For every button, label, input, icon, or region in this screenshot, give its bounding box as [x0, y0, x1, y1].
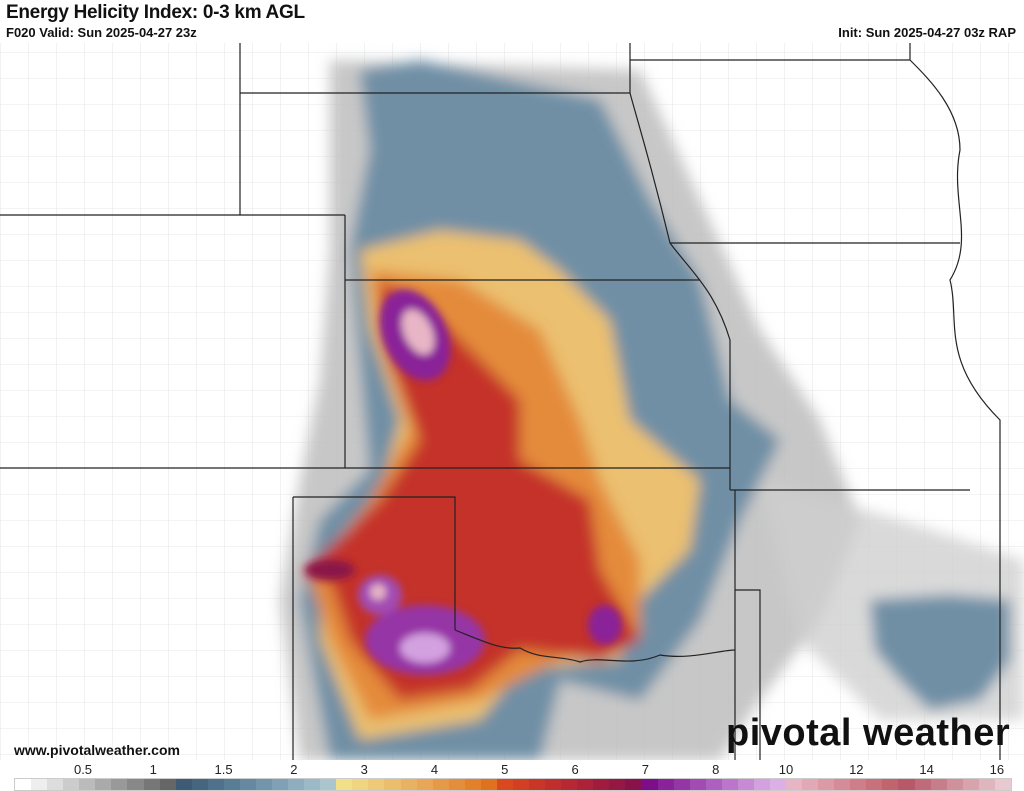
colorbar-swatch: [143, 779, 160, 790]
field-blue-east: [870, 595, 1010, 710]
colorbar-swatch: [673, 779, 690, 790]
colorbar-tick: 0.5: [73, 762, 93, 777]
colorbar-swatch: [898, 779, 915, 790]
valid-time: F020 Valid: Sun 2025-04-27 23z: [6, 25, 197, 40]
colorbar-swatch: [464, 779, 481, 790]
colorbar-swatch: [882, 779, 899, 790]
colorbar-swatch: [577, 779, 594, 790]
colorbar-swatch: [15, 779, 32, 790]
colorbar-swatch: [111, 779, 128, 790]
colorbar-swatch: [400, 779, 417, 790]
colorbar-swatch: [288, 779, 305, 790]
field-pink-w: [370, 584, 386, 600]
colorbar-swatch: [320, 779, 337, 790]
colorbar-swatch: [496, 779, 513, 790]
colorbar-swatch: [689, 779, 706, 790]
colorbar-swatch: [432, 779, 449, 790]
brand-logo: pivotal weather: [726, 712, 1011, 754]
colorbar-swatch: [63, 779, 80, 790]
field-purple-panhandle: [305, 560, 355, 580]
ehi-maxima: [305, 289, 622, 675]
colorbar-swatch: [255, 779, 272, 790]
colorbar-swatch: [384, 779, 401, 790]
colorbar-swatch: [994, 779, 1011, 790]
colorbar-swatch: [368, 779, 385, 790]
colorbar-tick: 1: [149, 762, 157, 777]
colorbar-swatch: [769, 779, 786, 790]
colorbar-swatch: [721, 779, 738, 790]
colorbar-labels: 0.5 1 1.5 2 3 4 5 6 7 8 10 12 14 16: [0, 760, 1024, 778]
colorbar-swatch: [239, 779, 256, 790]
site-url: www.pivotalweather.com: [14, 742, 180, 758]
colorbar-swatch: [529, 779, 546, 790]
map-title: Energy Helicity Index: 0-3 km AGL: [6, 2, 305, 23]
colorbar-swatch: [753, 779, 770, 790]
colorbar-swatch: [818, 779, 835, 790]
map-canvas[interactable]: [0, 43, 1024, 760]
colorbar-swatch: [834, 779, 851, 790]
colorbar-swatch: [930, 779, 947, 790]
colorbar-swatch: [914, 779, 931, 790]
colorbar-swatch: [657, 779, 674, 790]
colorbar-swatch: [866, 779, 883, 790]
field-pink-nw: [401, 309, 435, 355]
colorbar-tick: 4: [430, 762, 439, 777]
colorbar-tick: 10: [778, 762, 794, 777]
colorbar-tick: 12: [849, 762, 864, 777]
colorbar-swatch: [962, 779, 979, 790]
colorbar-swatch: [336, 779, 353, 790]
colorbar-swatch: [448, 779, 465, 790]
colorbar-swatch: [95, 779, 112, 790]
field-lilac-sw: [400, 633, 450, 663]
colorbar-tick: 8: [712, 762, 720, 777]
colorbar-swatch: [31, 779, 48, 790]
colorbar-swatch: [625, 779, 642, 790]
colorbar-swatch: [480, 779, 497, 790]
colorbar-swatch: [304, 779, 321, 790]
colorbar-swatch: [641, 779, 658, 790]
colorbar-swatch: [272, 779, 289, 790]
state-borders: [0, 43, 1001, 760]
colorbar-swatch: [978, 779, 995, 790]
colorbar-swatch: [191, 779, 208, 790]
colorbar-swatch: [159, 779, 176, 790]
colorbar-tick: 2: [290, 762, 298, 777]
colorbar-swatch: [207, 779, 224, 790]
colorbar-swatch: [850, 779, 867, 790]
colorbar-tick: 16: [989, 762, 1005, 777]
colorbar-swatch: [47, 779, 64, 790]
colorbar-swatch: [512, 779, 529, 790]
colorbar-swatch: [352, 779, 369, 790]
colorbar-swatch: [737, 779, 754, 790]
colorbar-tick: 1.5: [214, 762, 233, 777]
colorbar-swatch: [593, 779, 610, 790]
colorbar-swatch: [79, 779, 96, 790]
colorbar-swatch: [946, 779, 963, 790]
colorbar-tick: 5: [501, 762, 509, 777]
colorbar-swatch: [127, 779, 144, 790]
colorbar-swatch: [223, 779, 240, 790]
colorbar-swatch: [802, 779, 819, 790]
colorbar-swatch: [786, 779, 803, 790]
colorbar-tick: 6: [571, 762, 579, 777]
field-purple-se: [588, 605, 622, 645]
init-time: Init: Sun 2025-04-27 03z RAP: [838, 25, 1016, 40]
colorbar-swatch: [609, 779, 626, 790]
colorbar-tick: 3: [360, 762, 368, 777]
colorbar-swatch: [561, 779, 578, 790]
colorbar: [14, 778, 1012, 791]
colorbar-swatch: [416, 779, 433, 790]
colorbar-swatch: [545, 779, 562, 790]
colorbar-swatch: [705, 779, 722, 790]
colorbar-tick: 14: [919, 762, 934, 777]
colorbar-tick: 7: [641, 762, 650, 777]
colorbar-swatch: [175, 779, 192, 790]
